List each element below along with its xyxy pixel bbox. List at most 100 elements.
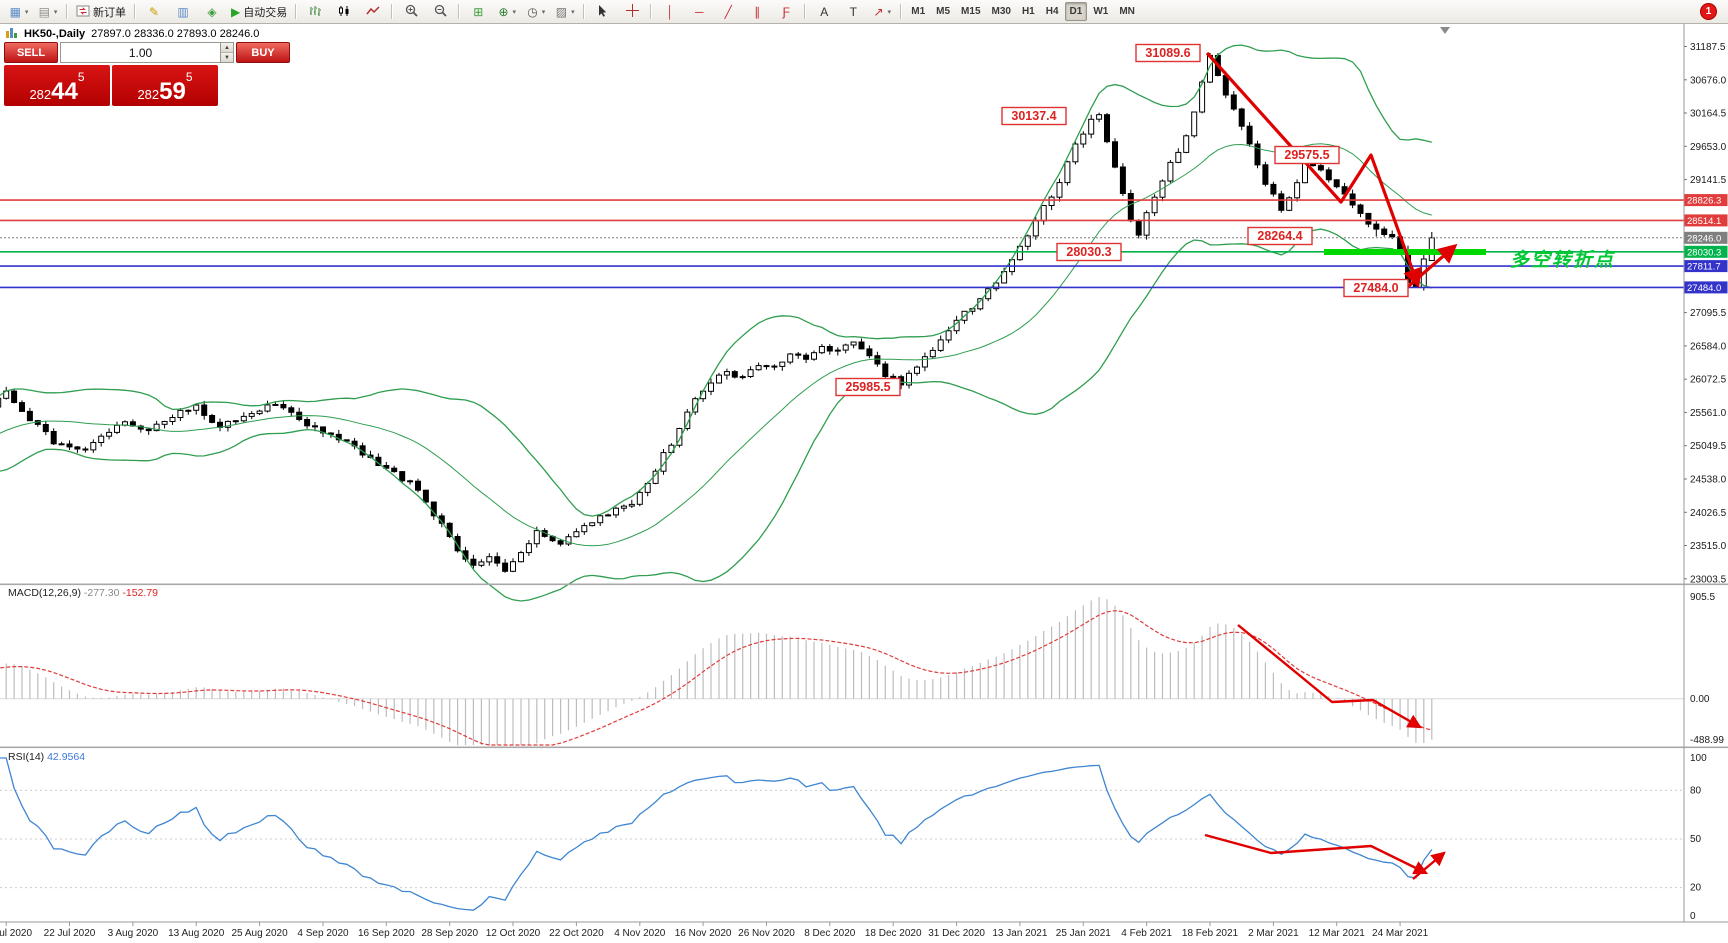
- new-order-button[interactable]: 新订单: [72, 1, 130, 23]
- timeframe-m30-button[interactable]: M30: [991, 6, 1011, 17]
- fibonacci-button[interactable]: Ƒ: [772, 1, 800, 23]
- crosshair-icon: [625, 4, 639, 19]
- ask-price-big-digits: 59: [159, 78, 186, 105]
- svg-text:24 Mar 2021: 24 Mar 2021: [1372, 928, 1429, 939]
- svg-text:28264.4: 28264.4: [1257, 229, 1302, 243]
- svg-text:26 Nov 2020: 26 Nov 2020: [738, 928, 795, 939]
- svg-text:18 Dec 2020: 18 Dec 2020: [865, 928, 922, 939]
- svg-text:25 Aug 2020: 25 Aug 2020: [232, 928, 289, 939]
- toolbar-separator: [391, 4, 394, 19]
- timeframe-mn-button[interactable]: MN: [1119, 6, 1135, 17]
- panel-separators[interactable]: [0, 24, 1728, 923]
- svg-text:30137.4: 30137.4: [1011, 109, 1056, 123]
- new-chart-button[interactable]: ▦ ▾: [5, 1, 33, 23]
- svg-text:16 Nov 2020: 16 Nov 2020: [675, 928, 732, 939]
- arrows-button[interactable]: ↗ ▾: [868, 1, 896, 23]
- timeframe-w1-button[interactable]: W1: [1093, 6, 1109, 17]
- navigator-button[interactable]: ◈: [198, 1, 226, 23]
- svg-text:28514.1: 28514.1: [1687, 216, 1721, 227]
- new-chart-icon: ▦: [9, 4, 21, 19]
- svg-text:22 Jul 2020: 22 Jul 2020: [44, 928, 96, 939]
- bid-price-tile[interactable]: 282 44 5: [4, 65, 110, 106]
- trendline-button[interactable]: ╱: [714, 1, 742, 23]
- price-level-badge: [1684, 194, 1728, 207]
- data-window-button[interactable]: ▥: [169, 1, 197, 23]
- svg-text:4 Feb 2021: 4 Feb 2021: [1121, 928, 1172, 939]
- svg-text:3 Aug 2020: 3 Aug 2020: [108, 928, 159, 939]
- vertical-line-button[interactable]: │: [656, 1, 684, 23]
- metaeditor-button[interactable]: ✎: [140, 1, 168, 23]
- candles-mode-button[interactable]: [330, 1, 358, 23]
- sell-button[interactable]: SELL: [4, 42, 58, 63]
- crosshair-button[interactable]: [618, 1, 646, 23]
- volume-increase-button[interactable]: ▲: [220, 43, 233, 53]
- toolbar-separator: [295, 4, 298, 19]
- price-level-badge: [1684, 281, 1728, 294]
- timeframe-m1-button[interactable]: M1: [911, 6, 926, 17]
- price-level-badge: [1684, 214, 1728, 227]
- trend-arrows[interactable]: [1205, 51, 1458, 292]
- text-button[interactable]: A: [810, 1, 838, 23]
- callout-labels[interactable]: 31089.6 30137.4 29575.5 28264.4 28030.3 27484…: [835, 43, 1409, 397]
- svg-text:29575.5: 29575.5: [1284, 148, 1329, 162]
- line-mode-button[interactable]: [359, 1, 387, 23]
- timeframe-m15-button[interactable]: M15: [961, 6, 981, 17]
- svg-text:905.5: 905.5: [1690, 592, 1715, 603]
- toolbar: ▦ ▾ ▤ ▾ 新订单 ✎ ▥ ◈ ▶ 自动交易 ⊞ ⊕ ▾ ◷ ▾ ▨ ▾ │ ─ ╱ ∥ Ƒ A T ↗ ▾ M1 M5 M15 M3…: [0, 0, 1728, 24]
- svg-text:0.00: 0.00: [1690, 694, 1710, 705]
- date-axis[interactable]: 10 Jul 2020 22 Jul 2020 3 Aug 2020 13 Aug 2…: [0, 922, 1429, 939]
- caret-down-icon: ▾: [541, 8, 546, 16]
- volume-decrease-button[interactable]: ▼: [220, 53, 233, 62]
- svg-text:100: 100: [1690, 753, 1707, 764]
- volume-input[interactable]: [61, 43, 220, 62]
- tile-windows-icon: ⊞: [473, 4, 484, 19]
- svg-text:30164.5: 30164.5: [1690, 109, 1727, 120]
- svg-text:18 Feb 2021: 18 Feb 2021: [1182, 928, 1239, 939]
- channel-button[interactable]: ∥: [743, 1, 771, 23]
- ohlc-readout: 27897.0 28336.0 27893.0 28246.0: [91, 28, 260, 40]
- periods-icon: ◷: [527, 4, 538, 19]
- tile-windows-button[interactable]: ⊞: [464, 1, 492, 23]
- symbol-period-label: HK50-,Daily: [24, 28, 86, 40]
- text-label-button[interactable]: T: [839, 1, 867, 23]
- indicators-button[interactable]: ⊕ ▾: [493, 1, 521, 23]
- svg-text:28 Sep 2020: 28 Sep 2020: [421, 928, 478, 939]
- notification-badge[interactable]: 1: [1700, 3, 1717, 20]
- periods-button[interactable]: ◷ ▾: [522, 1, 550, 23]
- zoom-in-button[interactable]: [397, 1, 425, 23]
- cursor-icon: [597, 4, 609, 19]
- horizontal-line-button[interactable]: ─: [685, 1, 713, 23]
- price-axis[interactable]: 31187.5 30676.0 30164.5 29653.0 29141.5 27095…: [1684, 42, 1728, 585]
- svg-text:25561.0: 25561.0: [1690, 408, 1727, 419]
- buy-button[interactable]: BUY: [236, 42, 290, 63]
- svg-text:8 Dec 2020: 8 Dec 2020: [804, 928, 856, 939]
- svg-text:10 Jul 2020: 10 Jul 2020: [0, 928, 32, 939]
- templates-button[interactable]: ▨ ▾: [551, 1, 579, 23]
- indicator-axes: 905.5 0.00 -488.99 100 80 50 20 0: [1690, 592, 1724, 922]
- timeframe-h1-button[interactable]: H1: [1021, 6, 1035, 17]
- profiles-button[interactable]: ▤ ▾: [34, 1, 62, 23]
- autotrading-icon: ▶: [231, 4, 241, 19]
- chart-shift-marker[interactable]: [1440, 27, 1450, 34]
- cursor-button[interactable]: [589, 1, 617, 23]
- note-text[interactable]: 多空转折点: [1510, 249, 1616, 271]
- timeframe-d1-button[interactable]: D1: [1064, 2, 1088, 21]
- ask-price-tile[interactable]: 282 59 5: [112, 65, 218, 106]
- autotrading-button[interactable]: ▶ 自动交易: [227, 1, 291, 23]
- bars-mode-button[interactable]: [301, 1, 329, 23]
- zoom-out-button[interactable]: [426, 1, 454, 23]
- svg-text:13 Jan 2021: 13 Jan 2021: [992, 928, 1047, 939]
- svg-text:2 Mar 2021: 2 Mar 2021: [1248, 928, 1299, 939]
- svg-text:29653.0: 29653.0: [1690, 142, 1727, 153]
- svg-text:27811.7: 27811.7: [1687, 262, 1721, 273]
- svg-text:30676.0: 30676.0: [1690, 75, 1727, 86]
- caret-down-icon: ▾: [53, 8, 58, 16]
- svg-text:31187.5: 31187.5: [1690, 42, 1726, 53]
- timeframe-m5-button[interactable]: M5: [936, 6, 951, 17]
- svg-text:13 Aug 2020: 13 Aug 2020: [168, 928, 225, 939]
- svg-text:4 Sep 2020: 4 Sep 2020: [297, 928, 349, 939]
- timeframe-h4-button[interactable]: H4: [1045, 6, 1059, 17]
- data-window-icon: ▥: [177, 4, 189, 19]
